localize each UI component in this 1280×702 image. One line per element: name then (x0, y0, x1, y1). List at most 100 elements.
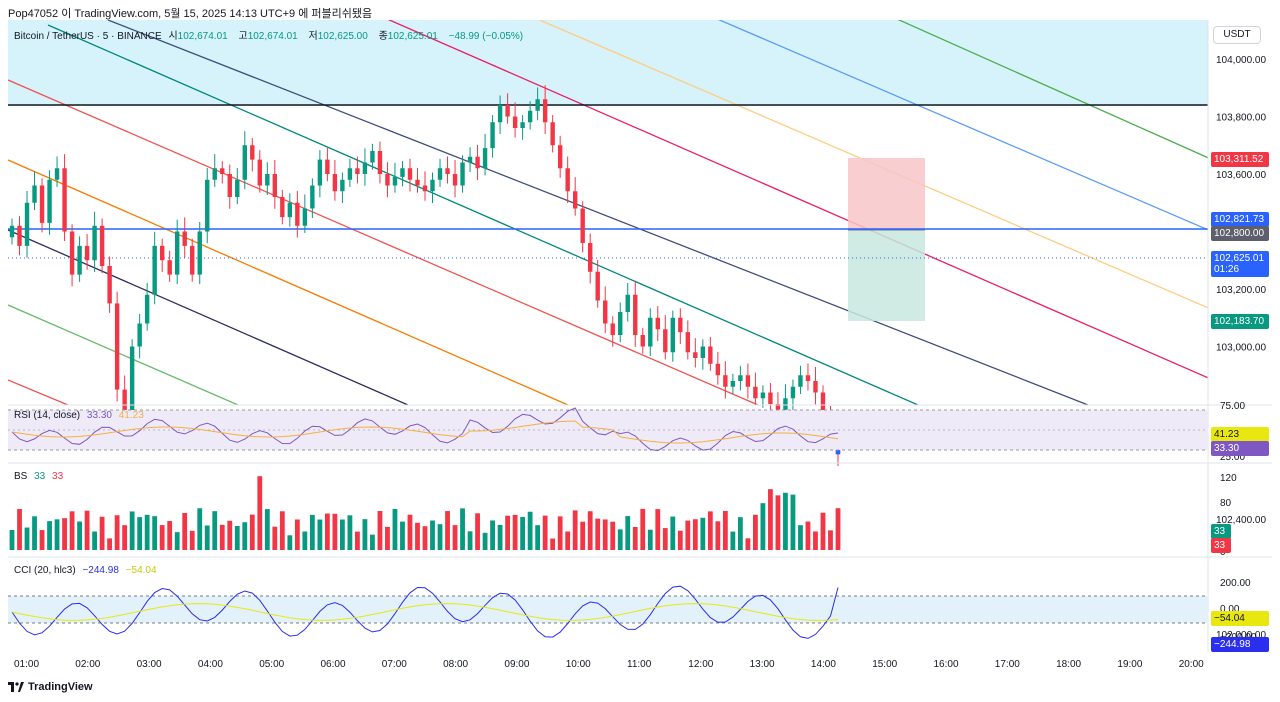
bs-buy-axis-label: 33 (1211, 524, 1231, 539)
channel-line[interactable] (8, 159, 569, 405)
candle-body (595, 271, 600, 301)
channel-line[interactable] (708, 20, 1213, 232)
bs-bar (294, 519, 300, 550)
bs-bar (707, 511, 713, 550)
bs-bar (9, 530, 15, 550)
candle-body (377, 151, 383, 174)
bs-bar (662, 528, 668, 550)
bs-bar (640, 508, 646, 550)
entry-price-label[interactable]: 102,800.00 (1211, 226, 1269, 241)
currency-button[interactable]: USDT (1213, 26, 1261, 44)
chart-frame[interactable]: 104,000.00103,800.00103,600.00103,400.00… (8, 20, 1272, 699)
support-price-label[interactable]: 102,821.73 (1211, 212, 1269, 227)
channel-line[interactable] (8, 379, 69, 405)
bs-bar (69, 511, 75, 550)
bs-bar (257, 476, 263, 550)
time-tick-label: 13:00 (750, 659, 775, 670)
candle-body (625, 294, 630, 312)
candle-body (250, 145, 255, 160)
bs-bar (234, 526, 240, 550)
candle-body (603, 300, 608, 324)
time-axis-ticks: 01:00 02:00 03:00 04:00 05:00 06:00 07:00 08:00… (14, 659, 1204, 670)
bs-bar (647, 529, 653, 550)
candle-body (693, 352, 698, 358)
candle-body (572, 191, 578, 209)
bs-bar (385, 526, 390, 550)
channel-line[interactable] (8, 304, 239, 405)
channel-line[interactable] (47, 24, 919, 405)
candle-body (355, 168, 360, 174)
bs-bar (355, 531, 360, 550)
bs-bar (445, 511, 450, 550)
bs-bar (813, 531, 818, 550)
candle-body (99, 225, 105, 266)
candle-body (24, 202, 30, 246)
candle-body (738, 375, 743, 381)
channel-line[interactable] (8, 79, 759, 405)
bs-bar (730, 531, 736, 550)
last-price-label[interactable]: 102,625.01 01:26 (1211, 251, 1269, 277)
candle-body (392, 176, 398, 186)
rsi-legend[interactable]: RSI (14, close) 33.30 41.23 (14, 410, 148, 421)
candle-body (640, 335, 645, 347)
channel-line[interactable] (888, 20, 1213, 160)
bs-bar (407, 514, 413, 550)
bs-bar (798, 525, 803, 550)
cci-legend[interactable]: CCI (20, hlc3) −244.98 −54.04 (14, 565, 161, 576)
channel-line[interactable] (107, 20, 1089, 405)
candle-body (332, 174, 338, 192)
bs-bar (460, 508, 465, 550)
ohlc-high: 고102,674.01 (238, 31, 298, 42)
symbol-name[interactable]: Bitcoin / TetherUS · 5 · BINANCE (14, 31, 162, 42)
bs-bar (122, 525, 128, 550)
time-tick-label: 02:00 (75, 659, 100, 670)
rsi-value: 33.30 (86, 410, 112, 421)
candle-body (745, 375, 751, 387)
time-tick-label: 16:00 (934, 659, 959, 670)
bs-bar (475, 513, 480, 550)
price-tick-label: 102,400.00 (1216, 515, 1266, 526)
chart-canvas[interactable]: 104,000.00103,800.00103,600.00103,400.00… (8, 20, 1272, 699)
candle-body (437, 168, 443, 180)
bs-bar (92, 531, 97, 550)
bs-bar (84, 510, 90, 550)
bs-bar (685, 520, 691, 550)
candle-body (475, 156, 480, 169)
bs-bar (302, 531, 308, 550)
target-price-label[interactable]: 102,183.70 (1211, 314, 1269, 329)
candle-body (212, 168, 217, 180)
take-profit-zone[interactable] (848, 230, 925, 321)
bs-bar (317, 519, 323, 550)
bs-bar (835, 508, 841, 550)
time-tick-label: 09:00 (504, 659, 529, 670)
time-tick-label: 17:00 (995, 659, 1020, 670)
channel-line[interactable] (378, 20, 1213, 380)
tradingview-logo[interactable]: TradingView (8, 681, 93, 693)
bs-bar (62, 518, 67, 550)
bs-bar (54, 519, 60, 550)
bs-bar (452, 525, 458, 550)
candle-body (670, 317, 675, 353)
bs-bar (272, 526, 278, 550)
candle-body (32, 185, 37, 203)
stop-price-label[interactable]: 103,311.52 (1211, 152, 1269, 167)
oscillator-tick-label: 25.00 (1220, 452, 1245, 463)
candle-body (175, 231, 180, 275)
bs-bar (677, 530, 683, 550)
rsi-ma-value: 41.23 (118, 410, 144, 421)
candle-body (663, 329, 668, 353)
bs-legend[interactable]: BS 33 33 (14, 471, 67, 482)
ohlc-low: 저102,625.00 (308, 31, 368, 42)
bs-bar (580, 521, 586, 550)
symbol-legend[interactable]: Bitcoin / TetherUS · 5 · BINANCE 시102,67… (14, 27, 527, 42)
candle-body (39, 185, 45, 223)
price-tick-label: 103,000.00 (1216, 343, 1266, 354)
oscillator-tick-label: 0.00 (1220, 604, 1240, 615)
candle-body (114, 303, 120, 390)
candle-body (340, 179, 345, 192)
rsi-axis-label: 33.30 (1211, 441, 1269, 456)
stop-loss-zone[interactable] (848, 158, 925, 230)
channel-line[interactable] (8, 229, 409, 405)
candle-body (527, 110, 533, 123)
candle-body (783, 398, 788, 410)
